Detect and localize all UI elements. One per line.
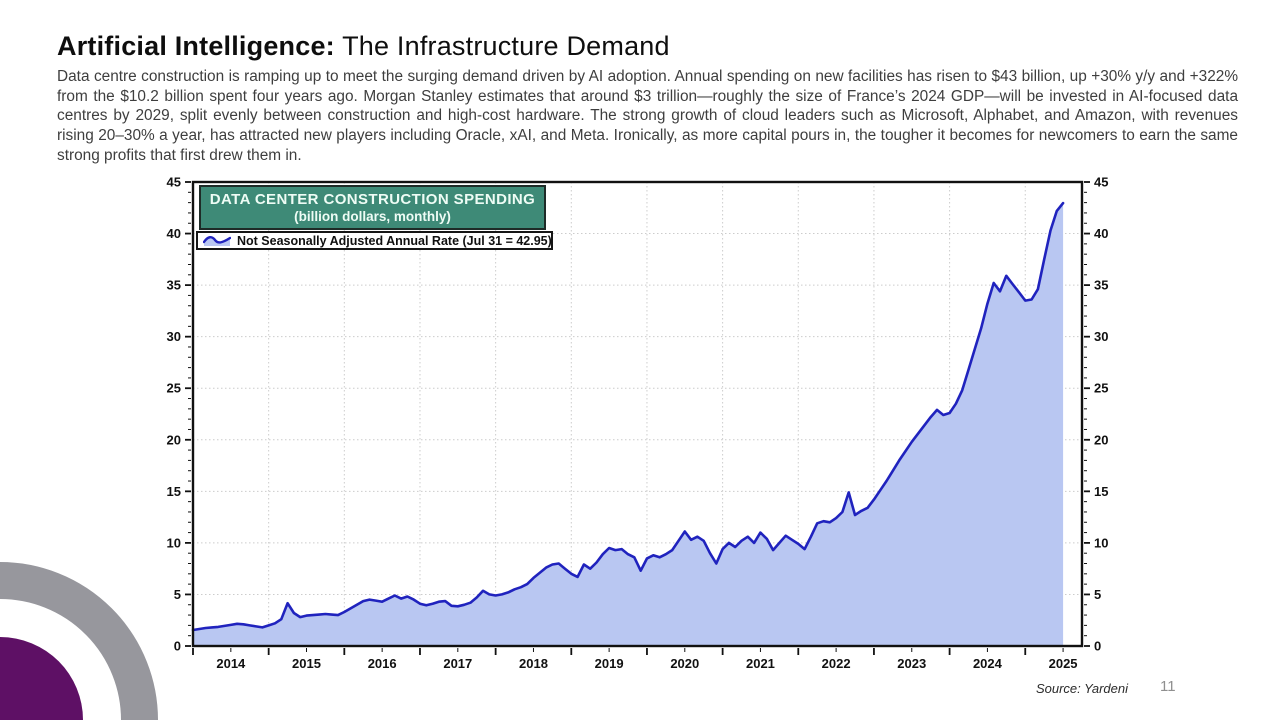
svg-text:2022: 2022 <box>822 656 851 671</box>
legend-line-icon <box>203 236 231 246</box>
body-paragraph: Data centre construction is ramping up t… <box>57 68 1238 164</box>
page-title-regular: The Infrastructure Demand <box>334 31 670 61</box>
svg-text:2014: 2014 <box>216 656 246 671</box>
svg-text:45: 45 <box>167 175 181 190</box>
svg-text:2018: 2018 <box>519 656 548 671</box>
svg-text:2017: 2017 <box>443 656 472 671</box>
svg-text:10: 10 <box>1094 535 1108 550</box>
svg-text:40: 40 <box>167 226 181 241</box>
svg-text:20: 20 <box>1094 432 1108 447</box>
chart-subtitle: (billion dollars, monthly) <box>294 209 451 224</box>
svg-text:40: 40 <box>1094 226 1108 241</box>
svg-text:30: 30 <box>1094 329 1108 344</box>
svg-text:2024: 2024 <box>973 656 1003 671</box>
svg-text:35: 35 <box>167 278 181 293</box>
legend-label: Not Seasonally Adjusted Annual Rate (Jul… <box>237 233 552 248</box>
svg-text:5: 5 <box>174 587 181 602</box>
svg-text:2021: 2021 <box>746 656 775 671</box>
svg-text:2025: 2025 <box>1049 656 1078 671</box>
svg-text:0: 0 <box>1094 639 1101 654</box>
svg-text:10: 10 <box>167 535 181 550</box>
svg-text:2023: 2023 <box>897 656 926 671</box>
svg-text:35: 35 <box>1094 278 1108 293</box>
svg-text:30: 30 <box>167 329 181 344</box>
page-title: Artificial Intelligence: The Infrastruct… <box>57 31 670 62</box>
svg-text:20: 20 <box>167 432 181 447</box>
svg-text:2020: 2020 <box>670 656 699 671</box>
chart-legend: Not Seasonally Adjusted Annual Rate (Jul… <box>196 231 553 250</box>
svg-text:25: 25 <box>167 381 181 396</box>
svg-text:25: 25 <box>1094 381 1108 396</box>
page-number: 11 <box>1160 678 1176 695</box>
svg-text:15: 15 <box>1094 484 1108 499</box>
svg-text:45: 45 <box>1094 175 1108 190</box>
svg-text:2016: 2016 <box>368 656 397 671</box>
source-note: Source: Yardeni <box>1035 681 1128 696</box>
svg-text:2019: 2019 <box>595 656 624 671</box>
svg-text:0: 0 <box>174 639 181 654</box>
svg-text:5: 5 <box>1094 587 1101 602</box>
svg-text:15: 15 <box>167 484 181 499</box>
chart-title: DATA CENTER CONSTRUCTION SPENDING <box>209 191 536 208</box>
chart-title-box: DATA CENTER CONSTRUCTION SPENDING (billi… <box>199 185 546 230</box>
svg-text:2015: 2015 <box>292 656 321 671</box>
page-title-bold: Artificial Intelligence: <box>57 31 335 61</box>
